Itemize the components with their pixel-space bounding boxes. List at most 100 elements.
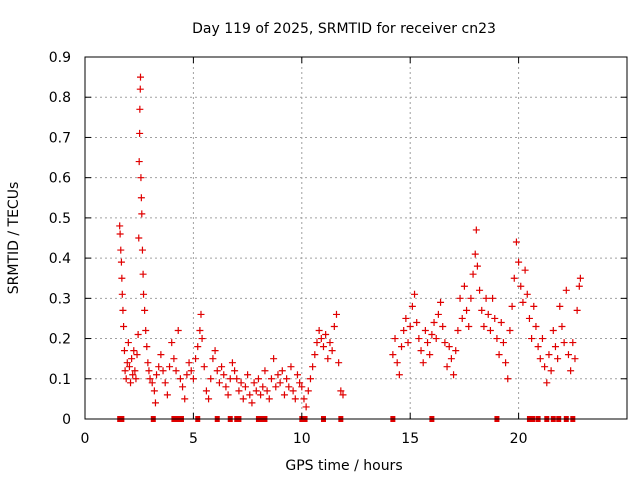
data-point — [482, 294, 490, 302]
data-point — [395, 371, 403, 379]
data-point — [289, 387, 297, 395]
data-point — [196, 327, 204, 335]
data-point — [332, 310, 340, 318]
data-point — [523, 290, 531, 298]
data-point — [179, 383, 187, 391]
axis-ticks: 0 0.1 0.2 0.3 0.4 0.5 0.6 0.7 0.8 0.9 0 5 10 15 20 — [49, 50, 627, 447]
data-point — [456, 294, 464, 302]
data-point — [119, 306, 127, 314]
data-point — [244, 371, 252, 379]
data-point — [430, 318, 438, 326]
data-point — [467, 294, 475, 302]
data-point — [143, 343, 151, 351]
data-point — [246, 391, 254, 399]
y-tick-label: 0.6 — [49, 171, 71, 187]
data-point — [132, 375, 140, 383]
data-point — [220, 371, 228, 379]
data-point — [447, 355, 455, 363]
data-point — [137, 194, 145, 202]
data-point — [484, 310, 492, 318]
data-point — [197, 310, 205, 318]
data-point — [432, 335, 440, 343]
data-point — [504, 375, 512, 383]
data-point — [194, 343, 202, 351]
data-point — [257, 391, 265, 399]
data-point — [532, 322, 540, 330]
data-point — [556, 302, 564, 310]
data-point — [118, 274, 126, 282]
y-tick-label: 0.5 — [49, 211, 71, 227]
data-point — [428, 331, 436, 339]
data-point — [259, 383, 267, 391]
data-point — [554, 355, 562, 363]
data-point — [287, 363, 295, 371]
data-point — [254, 375, 262, 383]
data-point — [558, 322, 566, 330]
data-point — [502, 359, 510, 367]
x-tick-label: 10 — [293, 431, 311, 447]
data-point — [252, 387, 260, 395]
data-point — [536, 355, 544, 363]
data-point — [276, 379, 284, 387]
data-point — [239, 395, 247, 403]
data-point — [174, 327, 182, 335]
data-point — [159, 367, 167, 375]
data-point — [138, 246, 146, 254]
data-point — [315, 327, 323, 335]
data-point — [213, 367, 221, 375]
data-point — [153, 371, 161, 379]
data-point — [508, 302, 516, 310]
data-point — [541, 363, 549, 371]
data-point — [157, 351, 165, 359]
data-point — [573, 306, 581, 314]
data-point — [161, 379, 169, 387]
data-point — [280, 391, 288, 399]
data-point — [560, 339, 568, 347]
data-point — [134, 331, 142, 339]
data-point — [121, 367, 129, 375]
data-point — [296, 379, 304, 387]
data-point — [463, 306, 471, 314]
data-point — [571, 355, 579, 363]
data-point — [469, 270, 477, 278]
data-point — [437, 298, 445, 306]
data-point — [339, 391, 347, 399]
data-point — [543, 379, 551, 387]
grid — [85, 57, 627, 419]
data-point — [142, 327, 150, 335]
data-point — [127, 379, 135, 387]
data-point — [521, 266, 529, 274]
data-point — [480, 322, 488, 330]
data-point — [187, 367, 195, 375]
data-point — [434, 310, 442, 318]
data-point — [473, 262, 481, 270]
data-point — [445, 343, 453, 351]
data-point — [176, 375, 184, 383]
data-point — [443, 363, 451, 371]
data-point — [525, 314, 533, 322]
data-point — [319, 343, 327, 351]
data-point — [261, 367, 269, 375]
data-point — [233, 375, 241, 383]
data-points — [116, 73, 584, 422]
data-point — [192, 355, 200, 363]
data-point — [129, 371, 137, 379]
data-point — [419, 359, 427, 367]
data-point — [406, 322, 414, 330]
data-point — [265, 395, 273, 403]
data-point — [538, 335, 546, 343]
data-point — [211, 347, 219, 355]
data-point — [317, 335, 325, 343]
data-point — [205, 395, 213, 403]
x-tick-label: 5 — [189, 431, 198, 447]
data-point — [454, 327, 462, 335]
data-point — [120, 322, 128, 330]
data-point — [131, 367, 139, 375]
data-point — [123, 359, 131, 367]
data-point — [285, 383, 293, 391]
x-axis-label: GPS time / hours — [285, 458, 402, 474]
data-point — [311, 351, 319, 359]
data-point — [235, 387, 243, 395]
data-point — [306, 375, 314, 383]
data-point — [224, 391, 232, 399]
